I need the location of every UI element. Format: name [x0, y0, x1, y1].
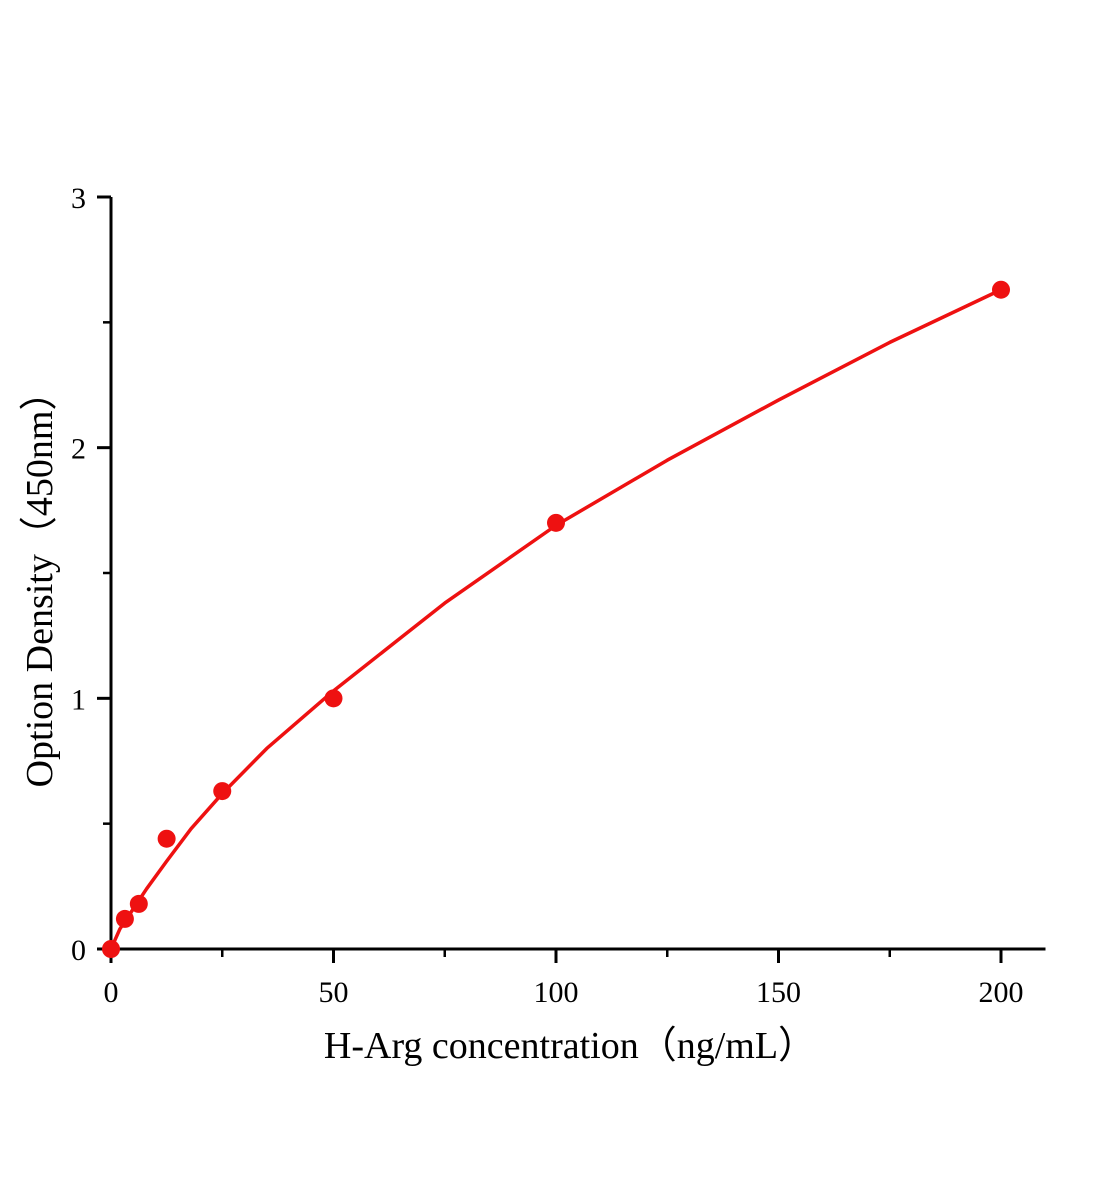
data-point	[157, 829, 176, 848]
data-point	[213, 782, 232, 801]
marks	[102, 280, 1010, 958]
y-tick-label: 1	[71, 683, 86, 716]
ticks: 0 50 100 150 200 0 1 2 3	[71, 182, 1024, 1009]
y-tick-label: 2	[71, 433, 86, 466]
x-tick-label: 0	[104, 976, 119, 1009]
fit-curve	[109, 288, 1002, 950]
x-tick-label: 150	[756, 976, 801, 1009]
y-tick-label: 3	[71, 182, 86, 215]
data-point	[547, 513, 565, 532]
data-point	[102, 940, 120, 958]
y-tick-label: 0	[71, 934, 86, 967]
x-tick-label: 200	[979, 976, 1024, 1009]
x-tick-label: 100	[534, 976, 579, 1009]
data-point	[129, 894, 148, 913]
x-axis-label: H-Arg concentration（ng/mL）	[324, 1025, 816, 1067]
data-point	[992, 280, 1010, 299]
x-tick-label: 50	[319, 976, 349, 1009]
data-point	[324, 689, 343, 708]
axes	[97, 197, 1046, 963]
y-axis-label: Option Density（450nm）	[19, 373, 61, 788]
data-point	[115, 909, 134, 928]
